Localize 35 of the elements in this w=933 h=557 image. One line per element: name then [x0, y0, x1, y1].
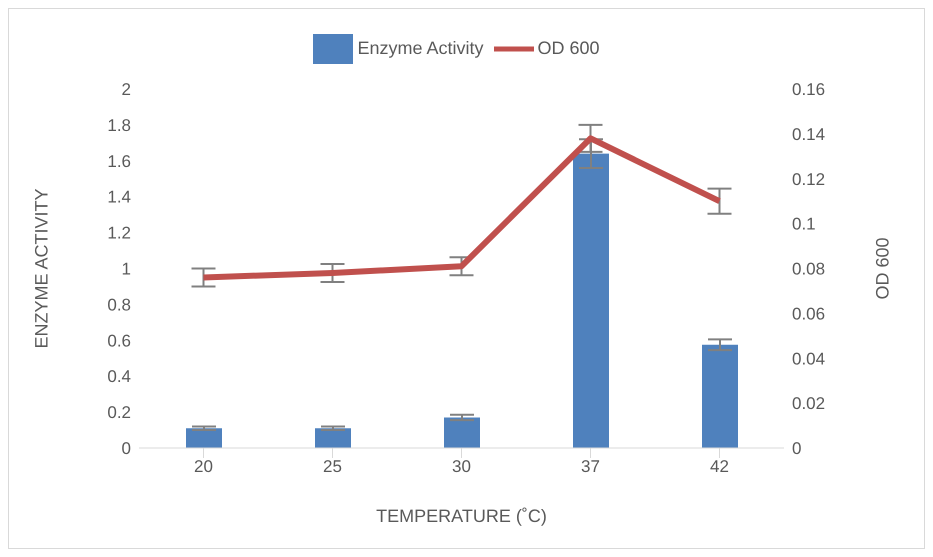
y-tick-label: 0 — [122, 439, 131, 458]
y2-tick-label: 0.14 — [792, 124, 826, 144]
x-axis-title: TEMPERATURE (˚C) — [376, 506, 547, 526]
x-tick-label: 37 — [581, 457, 600, 476]
y-tick-label: 1.2 — [107, 224, 131, 243]
y2-tick-label: 0 — [792, 439, 802, 458]
bar — [573, 154, 609, 448]
y2-tick-label: 0.08 — [792, 260, 826, 279]
y-tick-label: 1 — [122, 260, 131, 279]
x-tick-label: 30 — [452, 457, 471, 476]
legend-label: Enzyme Activity — [357, 38, 484, 58]
y-tick-label: 1.4 — [107, 188, 131, 207]
y-tick-label: 0.8 — [107, 295, 131, 314]
y-tick-label: 2 — [122, 80, 131, 100]
bar — [702, 344, 738, 448]
y-tick-label: 1.8 — [107, 116, 131, 135]
legend-label: OD 600 — [538, 38, 600, 58]
y2-tick-label: 0.06 — [792, 304, 826, 324]
y-tick-label: 0.4 — [107, 367, 131, 386]
y-tick-label: 0.6 — [107, 331, 131, 350]
y-tick-label: 0.2 — [107, 403, 131, 422]
y2-tick-label: 0.02 — [792, 394, 826, 414]
y-tick-label: 1.6 — [107, 152, 131, 171]
x-tick-label: 42 — [710, 457, 729, 476]
x-tick-label: 25 — [323, 457, 342, 476]
y2-tick-label: 0.1 — [792, 214, 816, 234]
bar — [186, 428, 222, 448]
x-tick-label: 20 — [194, 457, 213, 476]
y2-tick-label: 0.16 — [792, 80, 826, 100]
y-axis-title: ENZYME ACTIVITY — [31, 188, 52, 349]
y2-axis-title: OD 600 — [872, 237, 892, 300]
bar — [315, 428, 351, 448]
y2-tick-label: 0.04 — [792, 349, 826, 368]
bar — [444, 417, 480, 448]
y2-tick-label: 0.12 — [792, 170, 826, 189]
